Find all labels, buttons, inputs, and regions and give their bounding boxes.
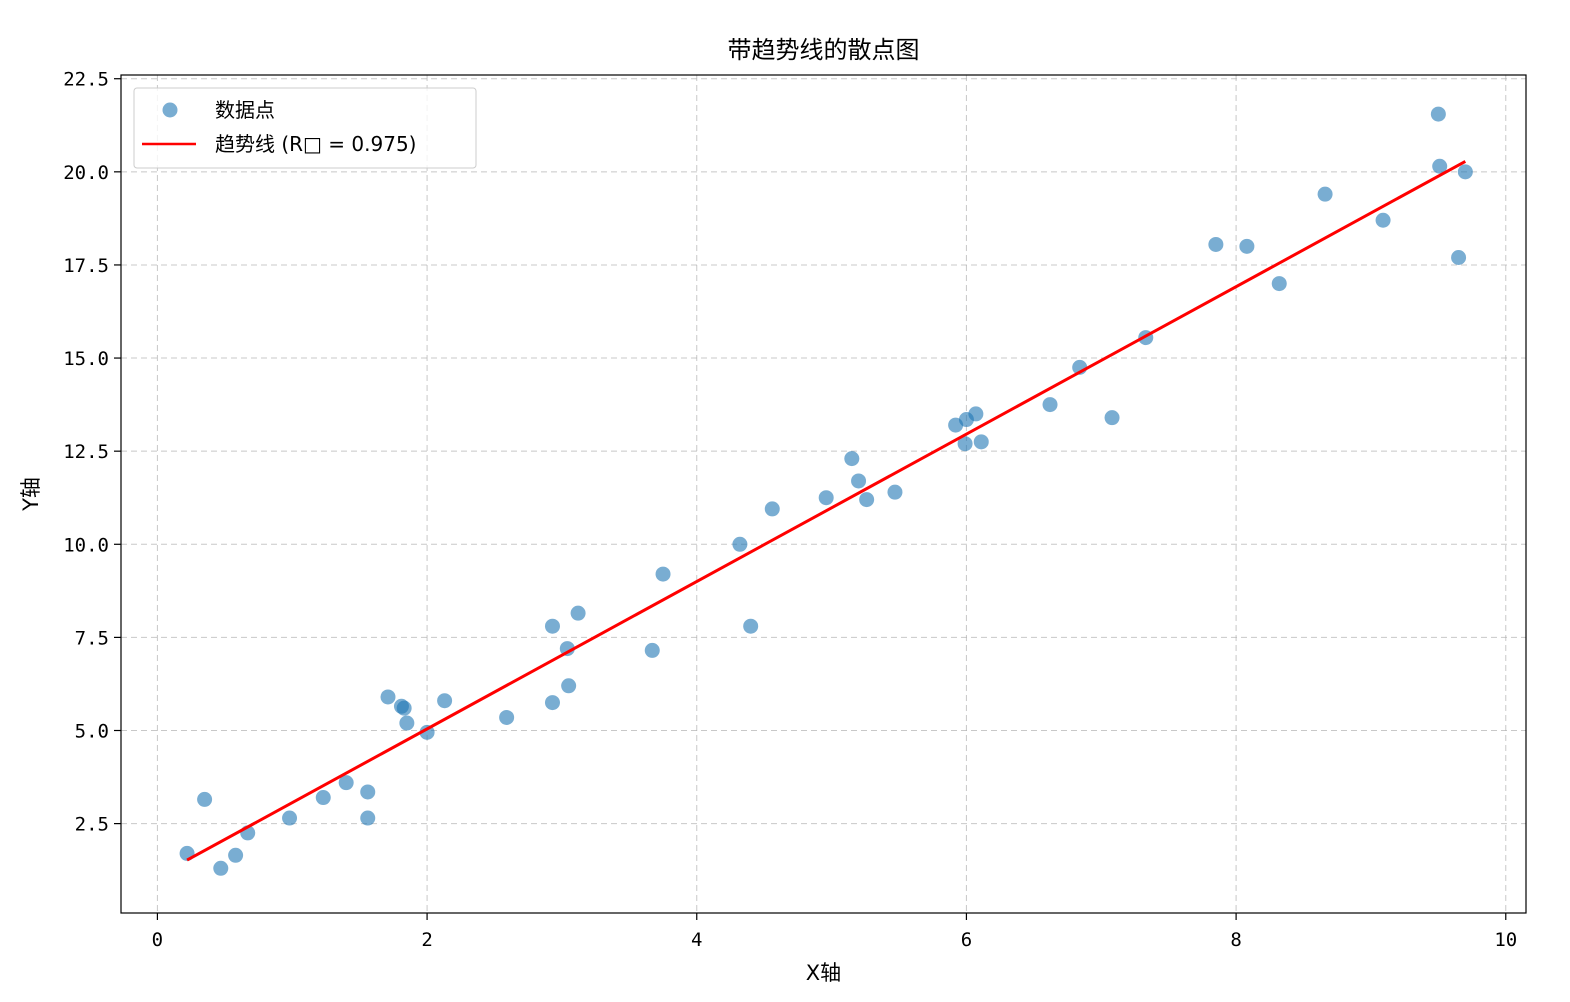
y-tick-label: 7.5 bbox=[75, 627, 109, 649]
legend-marker-scatter bbox=[162, 102, 178, 118]
scatter-point bbox=[655, 566, 671, 582]
scatter-point bbox=[644, 642, 660, 658]
scatter-point bbox=[957, 436, 973, 452]
chart-title: 带趋势线的散点图 bbox=[728, 36, 920, 64]
y-tick-label: 2.5 bbox=[75, 814, 109, 836]
scatter-point bbox=[1239, 238, 1255, 254]
scatter-point bbox=[743, 618, 759, 634]
scatter-point bbox=[1375, 212, 1391, 228]
scatter-point bbox=[1432, 158, 1448, 174]
scatter-point bbox=[396, 700, 412, 716]
y-tick-label: 10.0 bbox=[63, 534, 109, 556]
scatter-point bbox=[559, 641, 575, 657]
y-tick-label: 5.0 bbox=[75, 721, 109, 743]
y-tick-label: 15.0 bbox=[63, 348, 109, 370]
series-layer bbox=[179, 106, 1473, 876]
scatter-point bbox=[818, 490, 834, 506]
scatter-point bbox=[437, 693, 453, 709]
grid-layer bbox=[121, 75, 1526, 913]
scatter-point bbox=[338, 775, 354, 791]
x-tick-label: 8 bbox=[1230, 929, 1241, 951]
y-tick-label: 17.5 bbox=[63, 255, 109, 277]
y-tick-label: 12.5 bbox=[63, 441, 109, 463]
x-tick-label: 10 bbox=[1494, 929, 1517, 951]
scatter-point bbox=[1104, 410, 1120, 426]
x-tick-label: 6 bbox=[961, 929, 972, 951]
scatter-point bbox=[360, 810, 376, 826]
scatter-point bbox=[1271, 276, 1287, 292]
scatter-point bbox=[282, 810, 298, 826]
y-axis-title: Y轴 bbox=[19, 477, 43, 512]
scatter-point bbox=[228, 847, 244, 863]
x-tick-label: 4 bbox=[691, 929, 702, 951]
scatter-point bbox=[197, 791, 213, 807]
scatter-point bbox=[968, 406, 984, 422]
scatter-point bbox=[399, 715, 415, 731]
scatter-point bbox=[1430, 106, 1446, 122]
tick-layer: 0 2 4 6 8 10 2.5 5.0 7.5 10.0 12.5 15.0 17.5 20.0 22.5 bbox=[63, 69, 1517, 951]
scatter-point bbox=[1042, 397, 1058, 413]
x-tick-label: 0 bbox=[152, 929, 163, 951]
scatter-point bbox=[1451, 249, 1467, 265]
scatter-point bbox=[1457, 164, 1473, 180]
legend-box bbox=[133, 87, 477, 169]
y-tick-label: 20.0 bbox=[63, 162, 109, 184]
scatter-point bbox=[764, 501, 780, 517]
trend-line bbox=[186, 160, 1467, 862]
scatter-point bbox=[544, 618, 560, 634]
scatter-point bbox=[419, 724, 435, 740]
scatter-point bbox=[1317, 186, 1333, 202]
scatter-point bbox=[732, 536, 748, 552]
scatter-point bbox=[561, 678, 577, 694]
scatter-point bbox=[380, 689, 396, 705]
scatter-point bbox=[844, 451, 860, 467]
legend-label-line: 趋势线 (R□ = 0.975) bbox=[215, 132, 416, 156]
scatter-point bbox=[570, 605, 586, 621]
scatter-point bbox=[859, 492, 875, 508]
legend: 数据点 趋势线 (R□ = 0.975) bbox=[133, 87, 477, 169]
scatter-point bbox=[499, 709, 515, 725]
scatter-point bbox=[360, 784, 376, 800]
scatter-point bbox=[851, 473, 867, 489]
scatter-point bbox=[887, 484, 903, 500]
legend-label-scatter: 数据点 bbox=[215, 98, 275, 122]
scatter-point bbox=[213, 860, 229, 876]
scatter-point bbox=[1208, 236, 1224, 252]
y-tick-label: 22.5 bbox=[63, 69, 109, 91]
x-tick-label: 2 bbox=[421, 929, 432, 951]
plot-frame bbox=[120, 74, 1527, 914]
scatter-point bbox=[544, 695, 560, 711]
scatter-point bbox=[973, 434, 989, 450]
scatter-point bbox=[315, 790, 331, 806]
x-axis-title: X轴 bbox=[806, 961, 841, 985]
